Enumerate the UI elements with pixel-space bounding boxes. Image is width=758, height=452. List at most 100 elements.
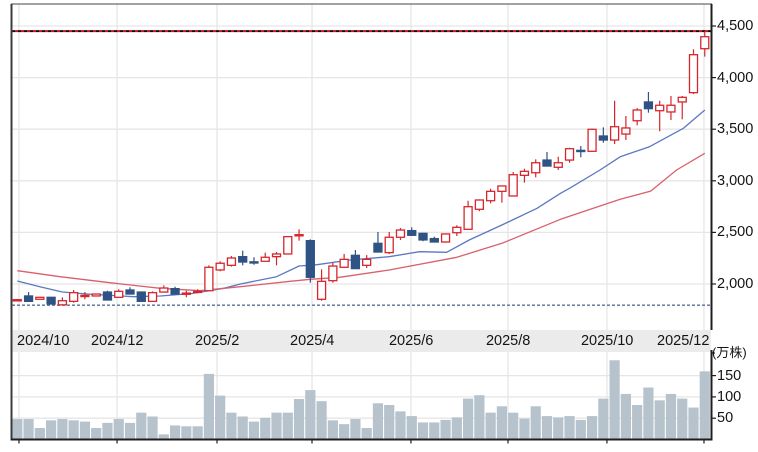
candle-body [159,287,169,293]
candle-down [125,287,135,295]
candle-up [91,293,101,297]
volume-bar [271,412,282,440]
candle-up [677,95,687,120]
volume-bar [665,393,677,440]
candle-body [407,229,417,236]
candle-body [350,254,361,270]
candle-down [373,231,383,253]
date-axis-label: 2025/8 [485,333,531,349]
price-axis-label: 4,000 [717,69,754,86]
candle-body [497,185,507,192]
volume-bar [23,419,34,440]
candle-body [621,127,631,135]
volume-bar [541,416,553,440]
candle-up [80,292,90,300]
candle-body [136,291,146,302]
candle-up [587,128,597,152]
volume-bar [361,427,372,440]
volume-bar [282,412,293,440]
candle-body [542,159,552,167]
volume-bar [463,398,474,440]
candle-body [147,292,158,302]
candle-body [598,135,608,141]
candles [12,31,710,306]
candle-body [508,174,518,197]
volume-bar [102,422,113,440]
candle-down [576,146,586,158]
candle-up [12,298,22,302]
volume-bar [553,417,564,440]
candle-body [564,148,575,161]
price-axis-label: 3,000 [717,172,754,189]
candle-body [328,265,338,282]
volume-bar [169,425,181,440]
candle-body [226,257,237,266]
candle-body [553,162,563,168]
volume-bar [203,373,214,440]
candle-body [260,256,270,262]
candle-up [283,235,293,255]
volume-bar [677,398,688,440]
candle-body [69,292,79,302]
candle-body [46,296,56,305]
candle-body [452,226,462,234]
volume-bar [79,421,91,440]
candle-body [238,256,248,263]
volume-axis-label: 150 [717,367,742,384]
candle-body [531,162,541,174]
volume-bar [688,407,699,440]
volume-axis-label: 50 [717,410,734,427]
candle-body [35,296,45,300]
candle-down [46,296,56,305]
date-axis-band [12,330,711,352]
candle-body [57,300,68,306]
volume-bar [508,412,519,440]
date-axis-label: 2025/12 [657,333,710,349]
volume-bar [68,420,79,440]
volume-bar [440,419,451,440]
candle-up [226,256,237,267]
candle-up [452,225,462,237]
candle-up [159,285,169,293]
candle-body [700,36,710,50]
candle-body [632,109,642,122]
volume-bar [237,416,248,440]
volume-bar [564,416,575,440]
candle-up [655,100,665,132]
candle-body [587,128,597,152]
volume-bar [158,434,169,440]
volume-bar [609,360,620,440]
volume-unit-label: (万株) [712,345,747,360]
volume-bar [350,419,361,440]
volume-bars [12,360,710,440]
candle-body [485,190,496,202]
volume-bar [147,416,158,440]
candle-up [35,296,45,300]
candle-up [339,253,349,269]
candle-body [294,234,304,237]
volume-bar [91,427,102,440]
volume-bar [46,420,57,440]
candle-up [621,115,631,141]
candle-up [204,265,214,292]
date-axis-label: 2025/2 [195,333,240,349]
volume-bar [575,419,586,440]
volume-bar [248,421,260,440]
price-axis-label: 2,500 [717,224,754,241]
candle-up [666,95,676,121]
price-axis-label: 2,000 [717,276,754,292]
candle-body [215,262,225,271]
date-axis-label: 2025/4 [290,333,335,349]
candle-down [598,127,608,143]
volume-bar [113,419,124,440]
candle-up [508,172,518,197]
candle-body [463,206,473,230]
candle-body [474,199,485,210]
volume-bar [293,399,305,440]
volume-bar [643,387,654,440]
candle-body [440,233,451,243]
volume-bar [451,417,462,440]
candle-up [553,156,563,170]
candle-up [463,200,473,231]
